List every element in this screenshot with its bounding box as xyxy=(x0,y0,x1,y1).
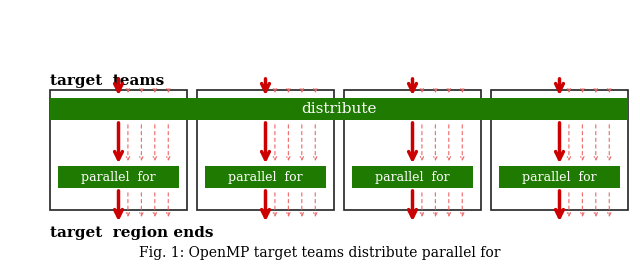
Text: target  teams: target teams xyxy=(50,74,164,88)
Text: target  region ends: target region ends xyxy=(50,226,214,240)
Bar xyxy=(344,90,481,210)
Text: parallel  for: parallel for xyxy=(228,170,303,184)
Bar xyxy=(205,166,326,188)
Bar xyxy=(50,98,628,120)
Bar xyxy=(50,90,187,210)
Bar xyxy=(499,166,620,188)
Bar xyxy=(491,90,628,210)
Text: parallel  for: parallel for xyxy=(522,170,597,184)
Bar xyxy=(197,90,334,210)
Text: parallel  for: parallel for xyxy=(81,170,156,184)
Bar xyxy=(58,166,179,188)
Text: Fig. 1: OpenMP target teams distribute parallel for: Fig. 1: OpenMP target teams distribute p… xyxy=(140,246,500,260)
Text: distribute: distribute xyxy=(301,102,377,116)
Bar xyxy=(352,166,473,188)
Text: parallel  for: parallel for xyxy=(375,170,450,184)
